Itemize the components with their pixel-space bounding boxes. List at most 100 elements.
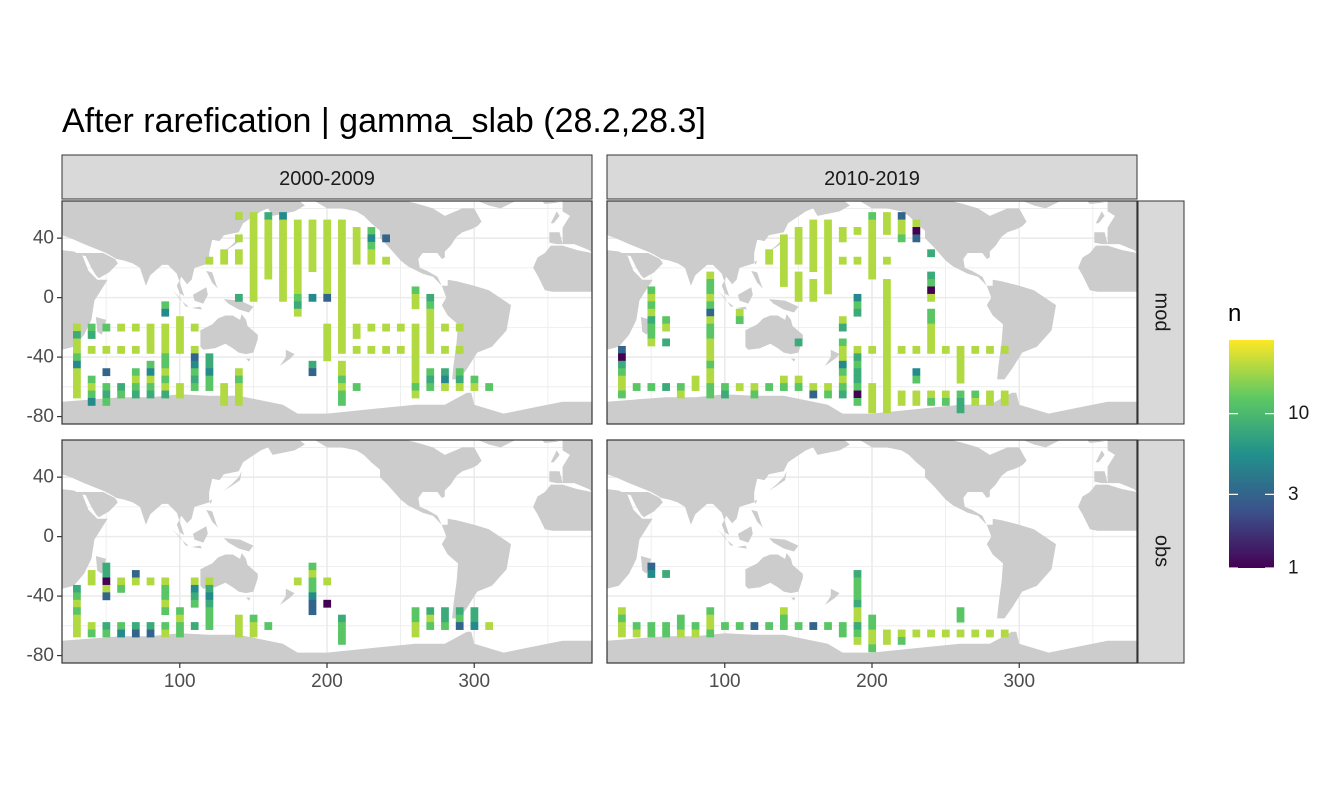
heat-cell: [382, 234, 390, 243]
heat-cell: [647, 622, 656, 630]
land-mass: [193, 526, 208, 543]
heat-cell: [618, 345, 626, 354]
land-mass: [607, 440, 850, 536]
heat-cell: [956, 390, 965, 399]
heat-cell: [853, 622, 862, 630]
land-mass: [549, 471, 563, 484]
x-axis-left: 100 200 300: [164, 663, 490, 692]
heat-cell: [779, 375, 788, 384]
heat-cell: [838, 345, 847, 354]
heat-cell: [308, 293, 317, 302]
heat-cell: [234, 383, 243, 391]
heat-cell: [853, 636, 862, 645]
heat-cell: [868, 644, 877, 653]
heat-cell: [249, 279, 258, 287]
heat-cell: [853, 293, 862, 302]
heat-cell: [750, 383, 759, 391]
heat-cell: [956, 353, 965, 362]
heat-cell: [73, 345, 81, 354]
heat-cell: [117, 584, 125, 593]
heat-cell: [323, 577, 332, 586]
heat-cell: [176, 338, 184, 347]
heat-cell: [794, 256, 803, 265]
y-tick-label: 40: [33, 467, 54, 488]
strip-label-col-2: 2010-2019: [824, 168, 920, 190]
heat-cell: [338, 227, 346, 235]
heat-cell: [411, 323, 420, 332]
heat-cell: [323, 241, 332, 250]
heat-cell: [912, 629, 921, 638]
heat-cell: [249, 293, 258, 302]
heat-cell: [249, 249, 258, 258]
heat-cell: [941, 345, 950, 354]
heat-cell: [706, 316, 715, 325]
heat-cell: [73, 331, 81, 339]
land-mass: [172, 290, 189, 307]
heat-cell: [986, 629, 994, 638]
land-mass: [607, 253, 663, 279]
heat-cell: [809, 227, 818, 235]
heat-cell: [662, 629, 670, 638]
heat-cell: [308, 219, 317, 228]
heat-cell: [868, 614, 877, 623]
heat-cell: [161, 308, 170, 317]
heat-cell: [853, 368, 862, 377]
heat-cell: [161, 331, 170, 339]
heat-cell: [706, 375, 715, 384]
heat-cell: [338, 390, 346, 399]
panel-border: [606, 200, 1138, 425]
heat-cell: [455, 375, 464, 384]
heat-cell: [161, 383, 170, 391]
heat-cell: [618, 375, 626, 384]
heat-cell: [824, 271, 832, 280]
heat-cell: [470, 622, 479, 630]
heat-cell: [794, 293, 803, 302]
heat-cell: [824, 622, 832, 630]
heat-cell: [897, 390, 906, 399]
heat-cell: [618, 614, 626, 623]
heat-cell: [883, 227, 891, 235]
heat-cell: [205, 607, 214, 616]
strip-col-2: [606, 154, 1138, 200]
heat-cell: [73, 622, 81, 630]
heat-cell: [323, 323, 332, 332]
heat-cell: [441, 345, 449, 354]
heat-cell: [750, 622, 759, 630]
panel-obs-2010-2019: [606, 439, 1138, 664]
land-mass: [223, 538, 254, 552]
heat-cell: [338, 629, 346, 638]
heat-cell: [308, 607, 317, 616]
heat-cell: [883, 323, 891, 332]
heat-cell: [264, 622, 273, 630]
heat-cell: [338, 249, 346, 258]
heat-cell: [706, 390, 715, 399]
heat-cell: [117, 390, 125, 399]
heat-cell: [706, 622, 715, 630]
heat-cell: [190, 622, 199, 630]
heat-cell: [338, 316, 346, 325]
heat-cell: [618, 353, 626, 362]
heat-cell: [176, 629, 184, 638]
land-mass: [791, 597, 796, 601]
heat-cell: [441, 323, 449, 332]
heat-cell: [853, 390, 862, 399]
heat-cell: [338, 308, 346, 317]
heat-cell: [308, 368, 317, 377]
heat-cell: [809, 219, 818, 228]
heat-cell: [691, 629, 700, 638]
land-mass: [1078, 245, 1137, 292]
land-mass: [541, 440, 560, 443]
heat-cell: [426, 301, 435, 310]
land-mass: [751, 509, 764, 528]
heat-cell: [234, 293, 243, 302]
heat-cell: [338, 345, 346, 354]
heat-cell: [308, 599, 317, 608]
heat-cell: [809, 390, 818, 399]
heat-cell: [102, 368, 111, 377]
heat-cell: [868, 219, 877, 228]
heat-cell: [117, 383, 125, 391]
heat-cell: [470, 607, 479, 616]
heat-cell: [205, 584, 214, 593]
heat-cell: [146, 331, 155, 339]
heat-cell: [809, 279, 818, 287]
